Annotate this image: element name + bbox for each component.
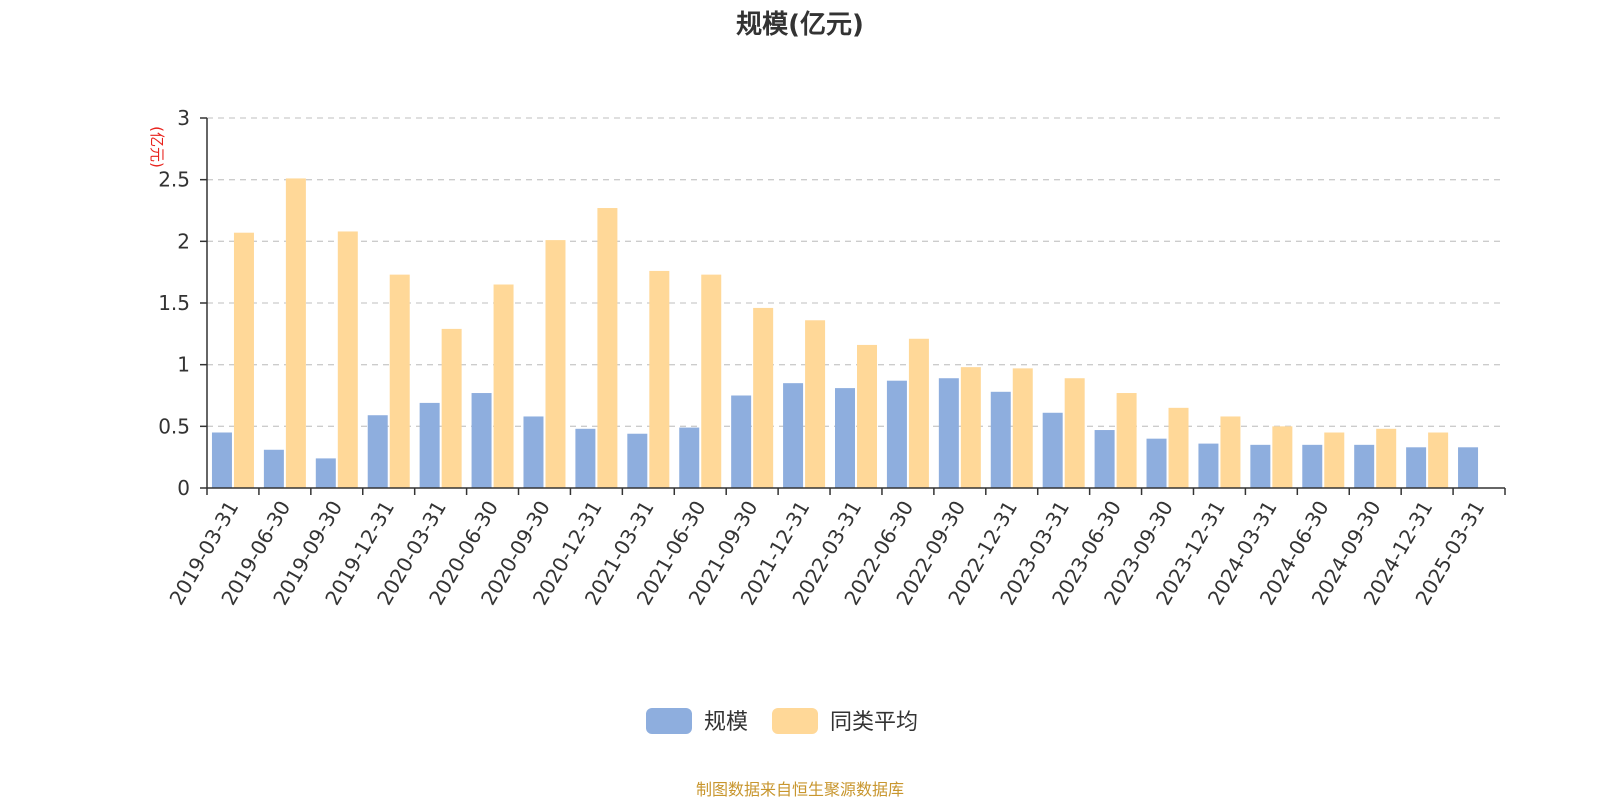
bar-category-average[interactable] xyxy=(1428,432,1449,489)
bar-category-average[interactable] xyxy=(1168,407,1189,488)
bar-category-average[interactable] xyxy=(1220,416,1241,488)
bar-category-average[interactable] xyxy=(233,232,254,488)
bar-scale[interactable] xyxy=(523,416,544,488)
y-axis-ticks: 0 0.5 1 1.5 2 2.5 3 xyxy=(158,106,207,500)
source-note: 制图数据来自恒生聚源数据库 xyxy=(696,780,904,799)
legend-item[interactable]: 规模 xyxy=(646,708,748,735)
y-tick-label: 1 xyxy=(177,353,190,377)
bar-category-average[interactable] xyxy=(753,307,774,488)
bar-category-average[interactable] xyxy=(597,208,618,489)
bar-scale[interactable] xyxy=(1354,444,1375,488)
bar-scale[interactable] xyxy=(886,380,907,488)
y-tick-label: 1.5 xyxy=(158,291,190,315)
bar-category-average[interactable] xyxy=(857,344,877,488)
y-tick-label: 3 xyxy=(177,106,190,130)
bar-scale[interactable] xyxy=(263,449,284,488)
bar-category-average[interactable] xyxy=(960,367,981,488)
legend-item[interactable]: 同类平均 xyxy=(772,708,918,735)
bar-category-average[interactable] xyxy=(908,338,929,488)
bar-scale[interactable] xyxy=(575,428,596,488)
bar-category-average[interactable] xyxy=(1324,432,1345,489)
bar-scale[interactable] xyxy=(731,395,752,489)
legend-swatch xyxy=(772,708,818,734)
legend-swatch xyxy=(646,708,692,734)
bar-category-average[interactable] xyxy=(649,270,670,488)
bar-category-average[interactable] xyxy=(441,328,462,488)
bar-scale[interactable] xyxy=(367,415,388,488)
y-tick-label: 2.5 xyxy=(158,168,190,192)
y-tick-label: 2 xyxy=(177,229,190,253)
bar-scale[interactable] xyxy=(835,388,855,488)
bar-category-average[interactable] xyxy=(493,284,514,489)
bar-scale[interactable] xyxy=(1406,447,1427,488)
x-axis-ticks: 2019-03-312019-06-302019-09-302019-12-31… xyxy=(164,488,1506,609)
bar-scale[interactable] xyxy=(1250,444,1271,488)
bar-category-average[interactable] xyxy=(389,274,410,488)
bar-category-average[interactable] xyxy=(1272,426,1293,488)
legend[interactable]: 规模 同类平均 xyxy=(646,708,918,735)
bar-category-average[interactable] xyxy=(701,274,722,488)
bar-scale[interactable] xyxy=(419,402,440,488)
bar-scale[interactable] xyxy=(679,427,700,488)
bar-category-average[interactable] xyxy=(1376,428,1397,488)
y-tick-label: 0.5 xyxy=(158,414,190,438)
bar-scale[interactable] xyxy=(783,383,804,488)
y-tick-label: 0 xyxy=(177,476,190,500)
chart-title: 规模(亿元) xyxy=(736,10,864,40)
bar-category-average[interactable] xyxy=(1012,368,1033,488)
bar-scale[interactable] xyxy=(1042,412,1063,488)
legend-label: 规模 xyxy=(704,710,748,735)
bar-category-average[interactable] xyxy=(805,320,826,488)
bar-scale[interactable] xyxy=(211,432,232,489)
bars xyxy=(211,178,1479,489)
bar-scale[interactable] xyxy=(1458,447,1479,488)
legend-label: 同类平均 xyxy=(830,710,918,735)
y-axis-unit-label: (亿元) xyxy=(148,126,166,168)
bar-category-average[interactable] xyxy=(545,240,566,488)
bar-scale[interactable] xyxy=(315,458,336,488)
bar-scale[interactable] xyxy=(1198,443,1219,488)
bar-scale[interactable] xyxy=(1302,444,1323,488)
bar-scale[interactable] xyxy=(471,393,492,488)
bar-category-average[interactable] xyxy=(1064,378,1085,488)
bar-scale[interactable] xyxy=(627,433,648,488)
bar-category-average[interactable] xyxy=(285,178,306,488)
bar-scale[interactable] xyxy=(938,378,959,488)
bar-scale[interactable] xyxy=(1146,438,1167,488)
bar-scale[interactable] xyxy=(1094,430,1115,488)
bar-category-average[interactable] xyxy=(337,231,358,488)
bar-scale[interactable] xyxy=(990,391,1011,488)
bar-category-average[interactable] xyxy=(1116,393,1137,488)
